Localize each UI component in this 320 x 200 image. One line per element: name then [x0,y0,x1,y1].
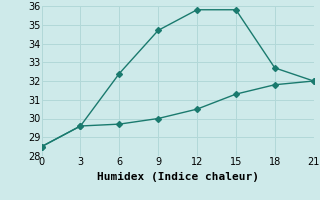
X-axis label: Humidex (Indice chaleur): Humidex (Indice chaleur) [97,172,259,182]
